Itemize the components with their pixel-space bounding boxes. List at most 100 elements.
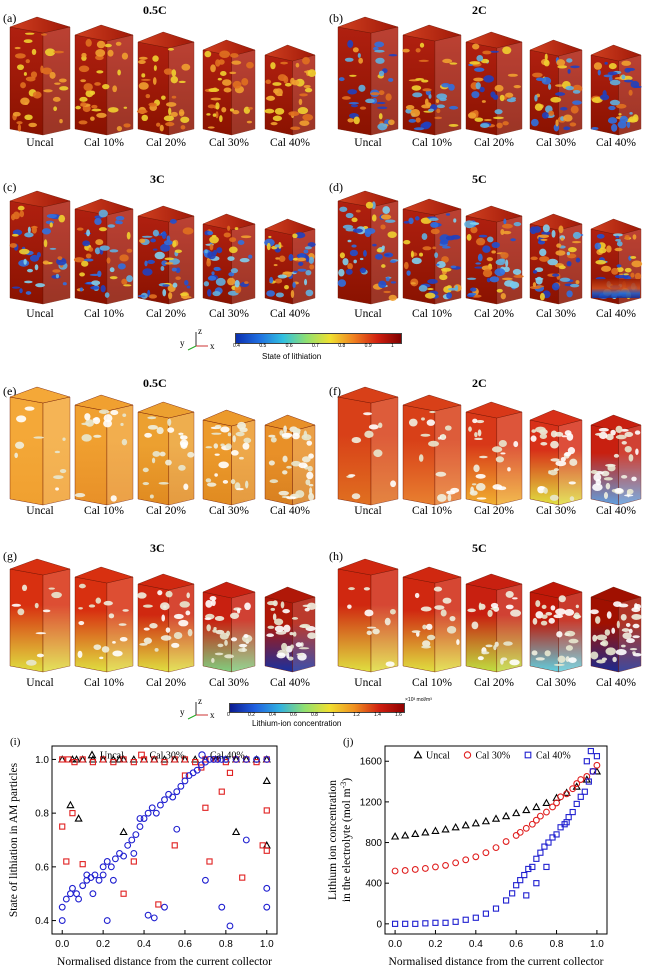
particle-spot bbox=[237, 240, 245, 246]
data-point bbox=[472, 914, 479, 921]
particle-spot bbox=[204, 249, 208, 254]
particle-spot bbox=[52, 96, 61, 102]
data-point bbox=[431, 826, 440, 834]
particle-spot bbox=[293, 428, 301, 433]
panel-label-a: (a) bbox=[3, 11, 17, 25]
particle-spot bbox=[476, 419, 485, 424]
particle-spot bbox=[297, 268, 307, 272]
particle-spot bbox=[295, 642, 302, 648]
particle-spot bbox=[502, 121, 509, 126]
particle-spot bbox=[558, 595, 566, 603]
particle-spot bbox=[605, 433, 614, 441]
particle-spot bbox=[180, 125, 186, 130]
cube-front-face bbox=[529, 591, 559, 673]
particle-spot bbox=[78, 620, 85, 626]
particle-spot bbox=[229, 71, 237, 75]
particle-spot bbox=[269, 276, 274, 284]
data-point bbox=[263, 807, 270, 814]
particle-spot bbox=[267, 625, 275, 629]
particle-spot bbox=[288, 111, 300, 117]
particle-spot bbox=[162, 284, 170, 287]
particle-spot bbox=[246, 61, 254, 69]
panel-title-d: 5C bbox=[472, 172, 487, 186]
particle-spot bbox=[35, 632, 47, 635]
particle-spot bbox=[534, 267, 544, 273]
axis-triad-icon: z x y bbox=[180, 697, 215, 720]
particle-spot bbox=[338, 77, 345, 82]
particle-spot bbox=[117, 69, 121, 76]
particle-spot bbox=[464, 220, 475, 229]
electrolyte-cube bbox=[402, 394, 462, 506]
particle-spot bbox=[616, 103, 627, 109]
cube-top-face bbox=[137, 205, 195, 223]
particle-spot bbox=[230, 612, 240, 619]
particle-spot bbox=[137, 592, 147, 599]
particle-spot bbox=[24, 114, 33, 121]
particle-spot bbox=[532, 617, 538, 625]
particle-spot bbox=[474, 67, 485, 72]
particle-spot bbox=[215, 111, 219, 119]
particle-spot bbox=[49, 71, 56, 79]
particle-spot bbox=[440, 267, 452, 272]
data-point bbox=[173, 825, 181, 833]
particle-spot bbox=[186, 592, 190, 599]
particle-spot bbox=[564, 609, 575, 616]
particle-spot bbox=[172, 282, 178, 288]
electrolyte-cube bbox=[465, 401, 523, 506]
particle-spot bbox=[280, 601, 285, 609]
particle-spot bbox=[513, 85, 521, 89]
data-point bbox=[103, 917, 111, 925]
particle-spot bbox=[566, 58, 573, 63]
electrode-cube bbox=[465, 31, 523, 136]
particle-spot bbox=[170, 111, 178, 117]
cube-caption: Cal 10% bbox=[84, 677, 124, 689]
data-point bbox=[177, 782, 185, 790]
particle-spot bbox=[495, 456, 505, 463]
particle-spot bbox=[474, 266, 484, 269]
particle-spot bbox=[181, 63, 191, 71]
particle-spot bbox=[601, 640, 609, 647]
data-point bbox=[452, 859, 460, 867]
cube-top-face bbox=[264, 44, 316, 62]
particle-spot bbox=[567, 69, 571, 74]
particle-spot bbox=[388, 78, 394, 82]
particle-spot bbox=[608, 63, 617, 70]
particle-spot bbox=[634, 272, 642, 280]
data-point bbox=[95, 876, 103, 884]
particle-spot bbox=[219, 632, 229, 640]
particle-spot bbox=[25, 76, 36, 82]
particle-spot bbox=[420, 433, 431, 437]
data-point bbox=[87, 750, 97, 759]
particle-spot bbox=[143, 637, 152, 644]
particle-spot bbox=[291, 460, 301, 467]
particle-spot bbox=[570, 283, 580, 288]
particle-spot bbox=[434, 605, 445, 610]
particle-spot bbox=[175, 267, 181, 274]
particle-spot bbox=[81, 260, 89, 267]
particle-spot bbox=[126, 248, 133, 253]
particle-spot bbox=[269, 479, 279, 484]
cube-caption: Cal 40% bbox=[270, 308, 310, 320]
particle-spot bbox=[214, 615, 225, 621]
particle-spot bbox=[170, 76, 179, 84]
particle-spot bbox=[347, 89, 358, 95]
data-point bbox=[471, 818, 480, 827]
particle-spot bbox=[456, 639, 460, 645]
data-point bbox=[569, 808, 576, 816]
y-tick-label: 0.6 bbox=[35, 862, 49, 873]
particle-spot bbox=[206, 259, 212, 267]
particle-spot bbox=[408, 119, 417, 123]
particle-spot bbox=[384, 617, 391, 626]
particle-spot bbox=[632, 635, 640, 639]
particle-spot bbox=[41, 67, 53, 75]
electrode-cube bbox=[529, 39, 583, 136]
particle-spot bbox=[421, 233, 428, 240]
particle-spot bbox=[302, 604, 311, 607]
y-axis-label-line1: Lithium ion concentration bbox=[327, 780, 339, 900]
particle-spot bbox=[427, 279, 438, 284]
particle-spot bbox=[614, 247, 623, 252]
particle-spot bbox=[621, 628, 630, 632]
particle-spot bbox=[58, 214, 66, 223]
particle-spot bbox=[626, 638, 635, 644]
particle-spot bbox=[122, 413, 127, 417]
